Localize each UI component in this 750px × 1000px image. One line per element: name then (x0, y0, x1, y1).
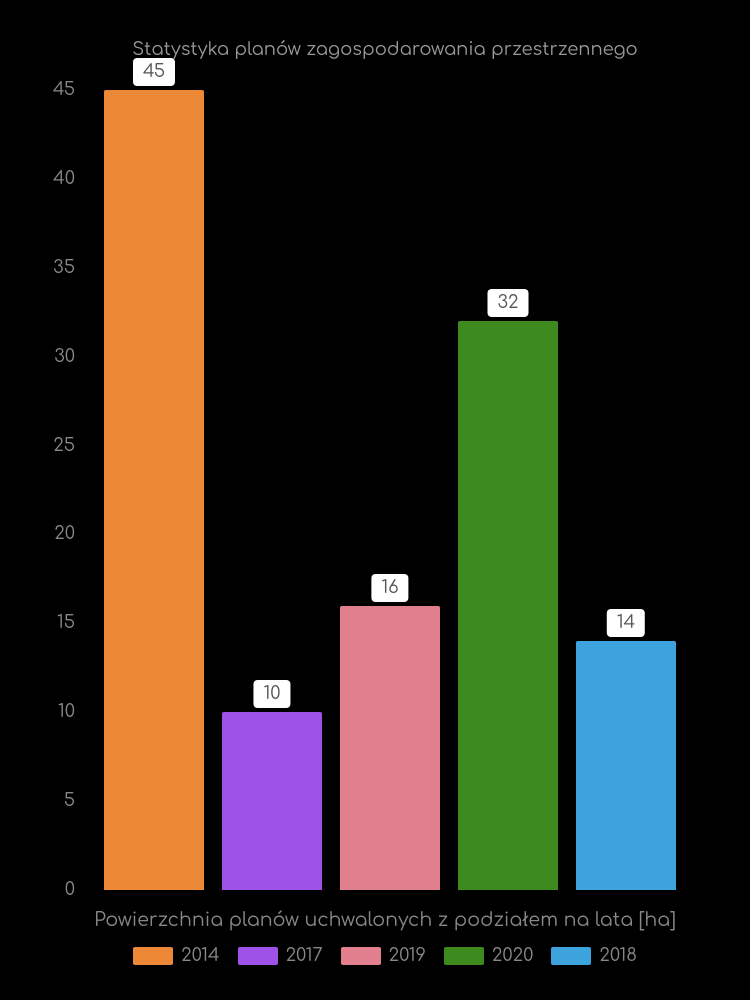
chart-container: Statystyka planów zagospodarowania przes… (60, 40, 710, 960)
y-axis: 051015202530354045 (25, 90, 75, 890)
y-tick: 15 (25, 613, 75, 633)
y-tick: 35 (25, 258, 75, 278)
y-tick: 25 (25, 436, 75, 456)
legend-item-2018: 2018 (551, 946, 637, 966)
legend-swatch (341, 947, 381, 965)
legend-item-2014: 2014 (133, 946, 219, 966)
legend-text: 2020 (492, 946, 533, 966)
legend-text: 2018 (599, 946, 637, 966)
bar-2019: 16 (340, 606, 440, 890)
legend-swatch (551, 947, 591, 965)
legend: 2014 2017 2019 2020 2018 (60, 946, 710, 966)
legend-text: 2019 (389, 946, 426, 966)
legend-text: 2017 (286, 946, 323, 966)
legend-swatch (444, 947, 484, 965)
bar-2018: 14 (576, 641, 676, 890)
legend-item-2019: 2019 (341, 946, 426, 966)
bar-label: 10 (253, 680, 290, 708)
legend-text: 2014 (181, 946, 219, 966)
legend-item-2017: 2017 (238, 946, 323, 966)
bar-2014: 45 (104, 90, 204, 890)
legend-swatch (238, 947, 278, 965)
y-tick: 0 (25, 880, 75, 900)
plot-area: 051015202530354045 4510163214 (80, 90, 700, 890)
y-tick: 5 (25, 791, 75, 811)
legend-item-2020: 2020 (444, 946, 533, 966)
chart-title: Statystyka planów zagospodarowania przes… (60, 40, 710, 60)
bar-2020: 32 (458, 321, 558, 890)
legend-swatch (133, 947, 173, 965)
bar-label: 16 (371, 574, 408, 602)
y-tick: 45 (25, 80, 75, 100)
bar-2017: 10 (222, 712, 322, 890)
y-tick: 20 (25, 524, 75, 544)
y-tick: 40 (25, 169, 75, 189)
bars-area: 4510163214 (80, 90, 700, 890)
bar-label: 32 (488, 289, 529, 317)
y-tick: 30 (25, 347, 75, 367)
y-tick: 10 (25, 702, 75, 722)
bar-label: 14 (607, 609, 645, 637)
bar-label: 45 (133, 58, 175, 86)
x-axis-label: Powierzchnia planów uchwalonych z podzia… (60, 910, 710, 931)
